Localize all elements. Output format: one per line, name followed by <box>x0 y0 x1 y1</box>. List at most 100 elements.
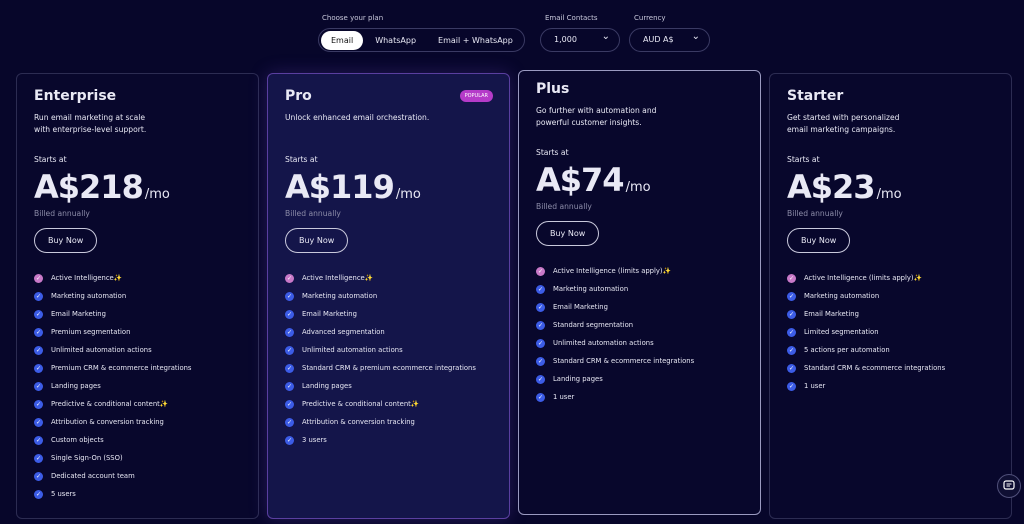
feature-item: ✓ 3 users <box>285 431 476 449</box>
feature-text: Advanced segmentation <box>302 328 385 336</box>
price: A$23/mo <box>787 168 902 206</box>
feature-text: Email Marketing <box>804 310 859 318</box>
check-icon: ✓ <box>285 417 294 427</box>
feature-item: ✓ Active Intelligence✨ <box>285 269 476 287</box>
feature-text: Standard segmentation <box>553 321 634 329</box>
feature-text: Unlimited automation actions <box>302 346 403 354</box>
plan-option[interactable]: WhatsApp <box>375 35 417 45</box>
price-period: /mo <box>876 187 902 202</box>
check-icon: ✓ <box>536 302 545 312</box>
plan-card: Pro POPULAR Unlock enhanced email orchestr… <box>267 73 510 519</box>
starts-at: Starts at <box>34 155 67 164</box>
check-icon: ✓ <box>787 381 796 391</box>
feature-list: ✓ Active Intelligence✨ ✓ Marketing automati… <box>285 269 476 449</box>
check-icon: ✓ <box>787 345 796 355</box>
description-line: with enterprise-level support. <box>34 125 147 134</box>
starts-at: Starts at <box>787 155 820 164</box>
feature-item: ✓ Email Marketing <box>536 298 694 316</box>
feature-text: Active Intelligence (limits apply)✨ <box>804 274 923 282</box>
check-icon: ✓ <box>536 338 545 348</box>
billing-note: Billed annually <box>285 209 341 218</box>
feature-text: 5 actions per automation <box>804 346 890 354</box>
contacts-label: Email Contacts <box>545 14 598 22</box>
feature-item: ✓ Landing pages <box>285 377 476 395</box>
description-line: Unlock enhanced email orchestration. <box>285 113 430 122</box>
price-period: /mo <box>144 187 170 202</box>
chat-button[interactable] <box>997 474 1021 498</box>
feature-item: ✓ Standard CRM & ecommerce integrations <box>536 352 694 370</box>
starts-at: Starts at <box>285 155 318 164</box>
feature-text: Predictive & conditional content✨ <box>302 400 420 408</box>
plan-card: Enterprise Run email marketing at scale wi… <box>16 73 259 519</box>
feature-item: ✓ 5 actions per automation <box>787 341 945 359</box>
check-icon: ✓ <box>536 392 545 402</box>
feature-item: ✓ Standard CRM & ecommerce integrations <box>787 359 945 377</box>
plan-description: Unlock enhanced email orchestration. <box>285 112 429 124</box>
buy-button[interactable]: Buy Now <box>285 228 349 253</box>
feature-text: Landing pages <box>51 382 101 390</box>
check-icon: ✓ <box>34 471 43 481</box>
feature-text: Premium segmentation <box>51 328 131 336</box>
check-icon: ✓ <box>34 489 43 499</box>
description-line: Run email marketing at scale <box>34 113 146 122</box>
feature-text: Dedicated account team <box>51 472 135 480</box>
feature-item: ✓ Unlimited automation actions <box>285 341 476 359</box>
check-icon: ✓ <box>285 381 294 391</box>
buy-button[interactable]: Buy Now <box>34 228 98 253</box>
feature-item: ✓ Landing pages <box>34 377 191 395</box>
feature-text: Email Marketing <box>553 303 608 311</box>
buy-button[interactable]: Buy Now <box>787 228 851 253</box>
buy-button[interactable]: Buy Now <box>536 221 600 246</box>
check-icon: ✓ <box>536 320 545 330</box>
feature-text: Landing pages <box>302 382 352 390</box>
price-amount: A$218 <box>34 168 144 206</box>
check-icon: ✓ <box>285 363 294 373</box>
feature-item: ✓ Premium CRM & ecommerce integrations <box>34 359 191 377</box>
contacts-select[interactable]: 1,000 <box>540 26 620 52</box>
feature-text: Single Sign-On (SSO) <box>51 454 123 462</box>
feature-text: Standard CRM & ecommerce integrations <box>553 357 695 365</box>
check-icon: ✓ <box>34 399 43 409</box>
check-icon: ✓ <box>34 435 43 445</box>
price-period: /mo <box>395 187 421 202</box>
feature-item: ✓ Landing pages <box>536 370 694 388</box>
feature-text: Landing pages <box>553 375 603 383</box>
billing-note: Billed annually <box>34 209 90 218</box>
feature-item: ✓ Predictive & conditional content✨ <box>34 395 191 413</box>
feature-item: ✓ Attribution & conversion tracking <box>285 413 476 431</box>
plan-description: Run email marketing at scale with enterpr… <box>34 112 146 136</box>
plan-name: Starter <box>787 88 844 104</box>
feature-item: ✓ Marketing automation <box>536 280 694 298</box>
price-amount: A$74 <box>536 161 625 199</box>
feature-text: Unlimited automation actions <box>553 339 654 347</box>
feature-item: ✓ 1 user <box>787 377 945 395</box>
feature-item: ✓ Active Intelligence (limits apply)✨ <box>787 269 945 287</box>
feature-item: ✓ Single Sign-On (SSO) <box>34 449 191 467</box>
feature-item: ✓ Custom objects <box>34 431 191 449</box>
currency-select[interactable]: AUD A$ <box>629 26 710 52</box>
plan-name: Enterprise <box>34 88 117 104</box>
check-icon: ✓ <box>285 345 294 355</box>
feature-text: Limited segmentation <box>804 328 879 336</box>
plan-card: Starter Get started with personalized emai… <box>769 73 1012 519</box>
feature-text: Marketing automation <box>302 292 378 300</box>
plan-option[interactable]: Email + WhatsApp <box>438 35 513 45</box>
feature-list: ✓ Active Intelligence (limits apply)✨ ✓ Mar… <box>787 269 945 395</box>
feature-list: ✓ Active Intelligence✨ ✓ Marketing automati… <box>34 269 191 503</box>
check-icon: ✓ <box>787 291 796 301</box>
feature-item: ✓ Marketing automation <box>787 287 945 305</box>
feature-item: ✓ Active Intelligence✨ <box>34 269 191 287</box>
plan-option[interactable]: Email <box>321 30 364 50</box>
feature-text: Email Marketing <box>302 310 357 318</box>
plan-card: Plus Go further with automation and powerf… <box>518 70 761 515</box>
check-icon: ✓ <box>34 417 43 427</box>
price-period: /mo <box>625 180 651 195</box>
billing-note: Billed annually <box>536 202 592 211</box>
check-icon: ✓ <box>536 374 545 384</box>
description-line: Get started with personalized <box>787 113 900 122</box>
description-line: email marketing campaigns. <box>787 125 896 134</box>
feature-text: Custom objects <box>51 436 104 444</box>
check-icon: ✓ <box>787 327 796 337</box>
feature-text: Marketing automation <box>51 292 127 300</box>
